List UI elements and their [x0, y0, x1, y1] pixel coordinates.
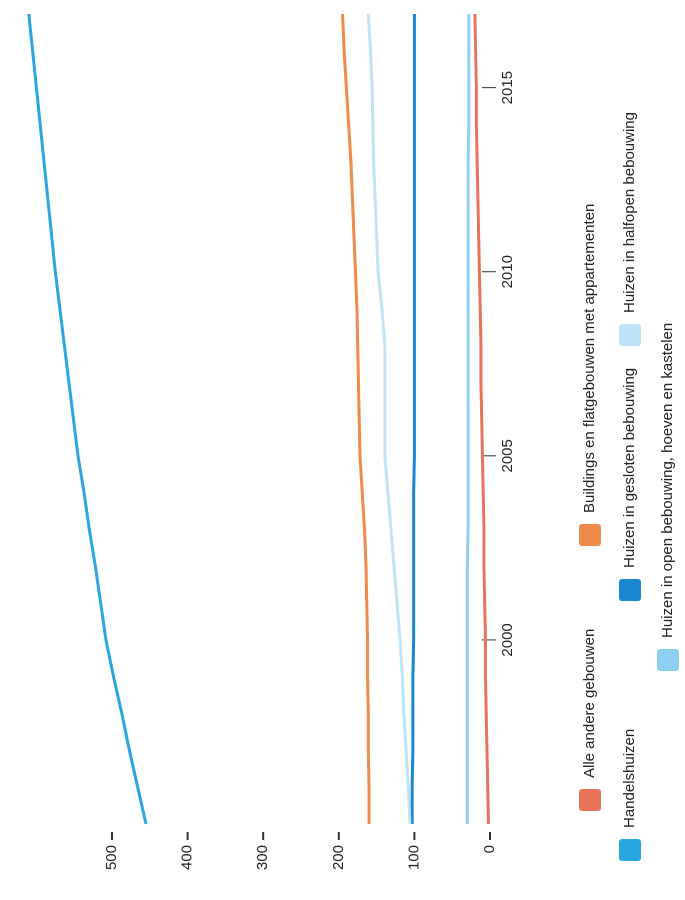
rotated-chart: 0 100 200 300 400 500 2000 2005 2010 2015 Alle and…	[27, 13, 679, 870]
y-tick-label: 100	[405, 845, 422, 870]
x-tick-label: 2005	[499, 439, 516, 472]
series-line	[341, 13, 371, 824]
legend-label: Buildings en flatgebouwen met appartemen…	[581, 204, 598, 513]
x-tick-label: 2000	[499, 623, 516, 656]
y-tick-label: 0	[481, 845, 498, 853]
legend-label: Huizen in halfopen bebouwing	[621, 112, 638, 313]
series-line	[366, 13, 412, 825]
legend-swatch	[619, 839, 641, 861]
series-line	[465, 14, 471, 824]
legend-label: Alle andere gebouwen	[581, 629, 598, 778]
legend-swatch	[619, 579, 641, 601]
y-tick-label: 300	[254, 845, 271, 870]
series-line	[410, 14, 416, 824]
legend-swatch	[579, 789, 601, 811]
y-tick-label: 200	[330, 845, 347, 870]
legend-swatch	[619, 324, 641, 346]
legend-label: Huizen in open bebouwing, hoeven en kast…	[659, 323, 676, 638]
y-tick-label: 500	[103, 845, 120, 870]
legend-swatch	[579, 524, 601, 546]
x-tick-label: 2015	[499, 71, 516, 104]
series-line	[27, 13, 148, 825]
legend-label: Handelshuizen	[621, 729, 638, 828]
series-line	[473, 13, 490, 825]
y-tick-label: 400	[179, 845, 196, 870]
legend-swatch	[657, 649, 679, 671]
x-tick-label: 2010	[499, 255, 516, 288]
legend-label: Huizen in gesloten bebouwing	[621, 368, 638, 568]
